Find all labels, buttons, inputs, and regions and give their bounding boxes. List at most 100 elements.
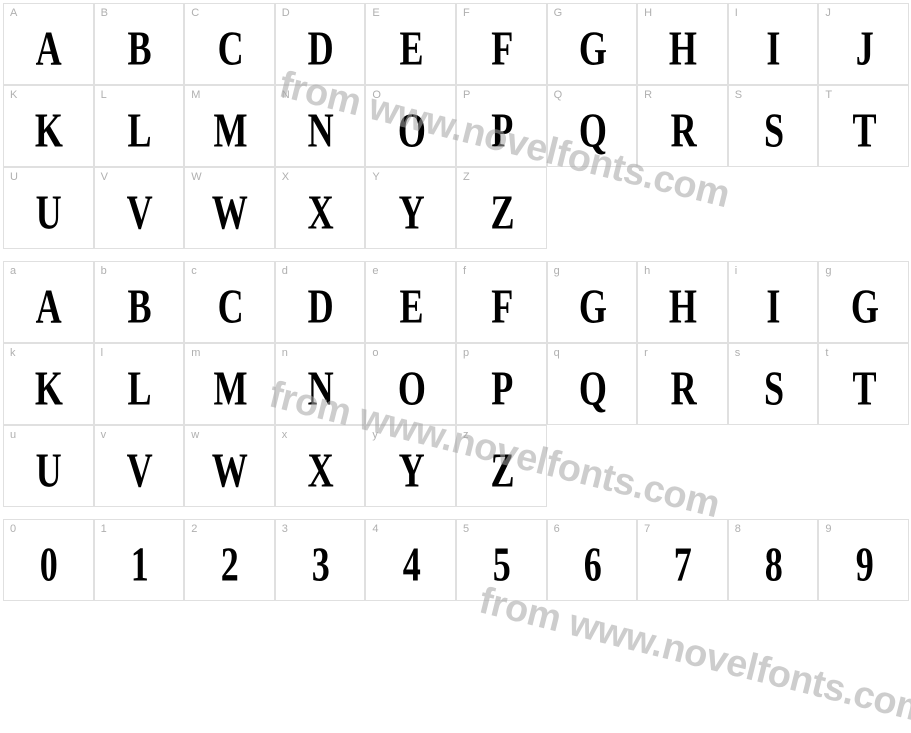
glyph-cell: XX	[275, 167, 366, 249]
cell-glyph: B	[128, 25, 150, 73]
glyph-cell: GG	[547, 3, 638, 85]
cell-glyph: V	[127, 189, 151, 237]
cell-label: B	[101, 7, 108, 19]
cell-label: r	[644, 347, 648, 359]
glyph-cell: fF	[456, 261, 547, 343]
glyph-cell: qQ	[547, 343, 638, 425]
cell-glyph: 8	[765, 541, 781, 589]
cell-label: M	[191, 89, 200, 101]
cell-glyph: P	[491, 365, 511, 413]
cell-label: h	[644, 265, 650, 277]
glyph-cell: eE	[365, 261, 456, 343]
cell-label: z	[463, 429, 469, 441]
glyph-cell: SS	[728, 85, 819, 167]
cell-glyph: S	[764, 107, 782, 155]
cell-label: l	[101, 347, 103, 359]
cell-label: T	[825, 89, 832, 101]
spacer-cell	[456, 249, 547, 261]
glyph-cell: RR	[637, 85, 728, 167]
glyph-cell: mM	[184, 343, 275, 425]
cell-glyph: H	[669, 283, 695, 331]
glyph-cell: yY	[365, 425, 456, 507]
glyph-cell	[728, 425, 819, 507]
glyph-cell: vV	[94, 425, 185, 507]
cell-glyph: Q	[579, 365, 605, 413]
cell-label: H	[644, 7, 652, 19]
glyph-cell: sS	[728, 343, 819, 425]
cell-label: s	[735, 347, 741, 359]
cell-label: S	[735, 89, 742, 101]
cell-label: U	[10, 171, 18, 183]
cell-label: w	[191, 429, 199, 441]
spacer-cell	[637, 249, 728, 261]
cell-label: Z	[463, 171, 470, 183]
glyph-cell: 88	[728, 519, 819, 601]
glyph-cell: II	[728, 3, 819, 85]
cell-glyph: 7	[674, 541, 690, 589]
watermark-text: from www.novelfonts.com	[475, 580, 911, 733]
spacer-cell	[94, 507, 185, 519]
cell-glyph: H	[669, 25, 695, 73]
cell-glyph: L	[128, 365, 150, 413]
cell-label: K	[10, 89, 17, 101]
cell-label: p	[463, 347, 469, 359]
glyph-cell: oO	[365, 343, 456, 425]
glyph-cell: bB	[94, 261, 185, 343]
cell-label: f	[463, 265, 466, 277]
cell-glyph: W	[212, 189, 246, 237]
cell-glyph: I	[767, 283, 779, 331]
glyph-cell: hH	[637, 261, 728, 343]
cell-label: J	[825, 7, 831, 19]
cell-glyph: 9	[855, 541, 871, 589]
cell-glyph: R	[670, 107, 694, 155]
cell-label: 1	[101, 523, 107, 535]
cell-glyph: N	[308, 365, 332, 413]
spacer-cell	[365, 507, 456, 519]
glyph-cell: 66	[547, 519, 638, 601]
glyph-cell: 44	[365, 519, 456, 601]
cell-label: D	[282, 7, 290, 19]
glyph-cell: MM	[184, 85, 275, 167]
cell-glyph: A	[36, 283, 60, 331]
cell-glyph: G	[579, 283, 605, 331]
cell-label: c	[191, 265, 197, 277]
cell-glyph: K	[35, 365, 61, 413]
cell-label: F	[463, 7, 470, 19]
cell-label: L	[101, 89, 107, 101]
glyph-cell: FF	[456, 3, 547, 85]
cell-label: b	[101, 265, 107, 277]
cell-label: Q	[554, 89, 563, 101]
cell-glyph: D	[308, 283, 332, 331]
glyph-cell: aA	[3, 261, 94, 343]
glyph-cell: 22	[184, 519, 275, 601]
glyph-cell: gG	[547, 261, 638, 343]
glyph-cell: EE	[365, 3, 456, 85]
cell-glyph: M	[213, 365, 245, 413]
glyph-cell: zZ	[456, 425, 547, 507]
cell-label: W	[191, 171, 201, 183]
cell-glyph: Y	[398, 447, 422, 495]
cell-label: R	[644, 89, 652, 101]
spacer-cell	[275, 507, 366, 519]
cell-glyph: O	[397, 107, 423, 155]
cell-label: V	[101, 171, 108, 183]
glyph-cell: cC	[184, 261, 275, 343]
cell-label: a	[10, 265, 16, 277]
glyph-cell: KK	[3, 85, 94, 167]
spacer-cell	[184, 507, 275, 519]
spacer-cell	[728, 507, 819, 519]
glyph-cell	[818, 167, 909, 249]
cell-label: q	[554, 347, 560, 359]
cell-glyph: L	[128, 107, 150, 155]
cell-glyph: A	[36, 25, 60, 73]
spacer-cell	[184, 249, 275, 261]
cell-label: d	[282, 265, 288, 277]
cell-label: E	[372, 7, 379, 19]
cell-glyph: N	[308, 107, 332, 155]
cell-glyph: G	[850, 283, 876, 331]
glyph-cell: tT	[818, 343, 909, 425]
cell-glyph: 2	[221, 541, 237, 589]
cell-label: 2	[191, 523, 197, 535]
glyph-cell	[728, 167, 819, 249]
cell-label: 8	[735, 523, 741, 535]
